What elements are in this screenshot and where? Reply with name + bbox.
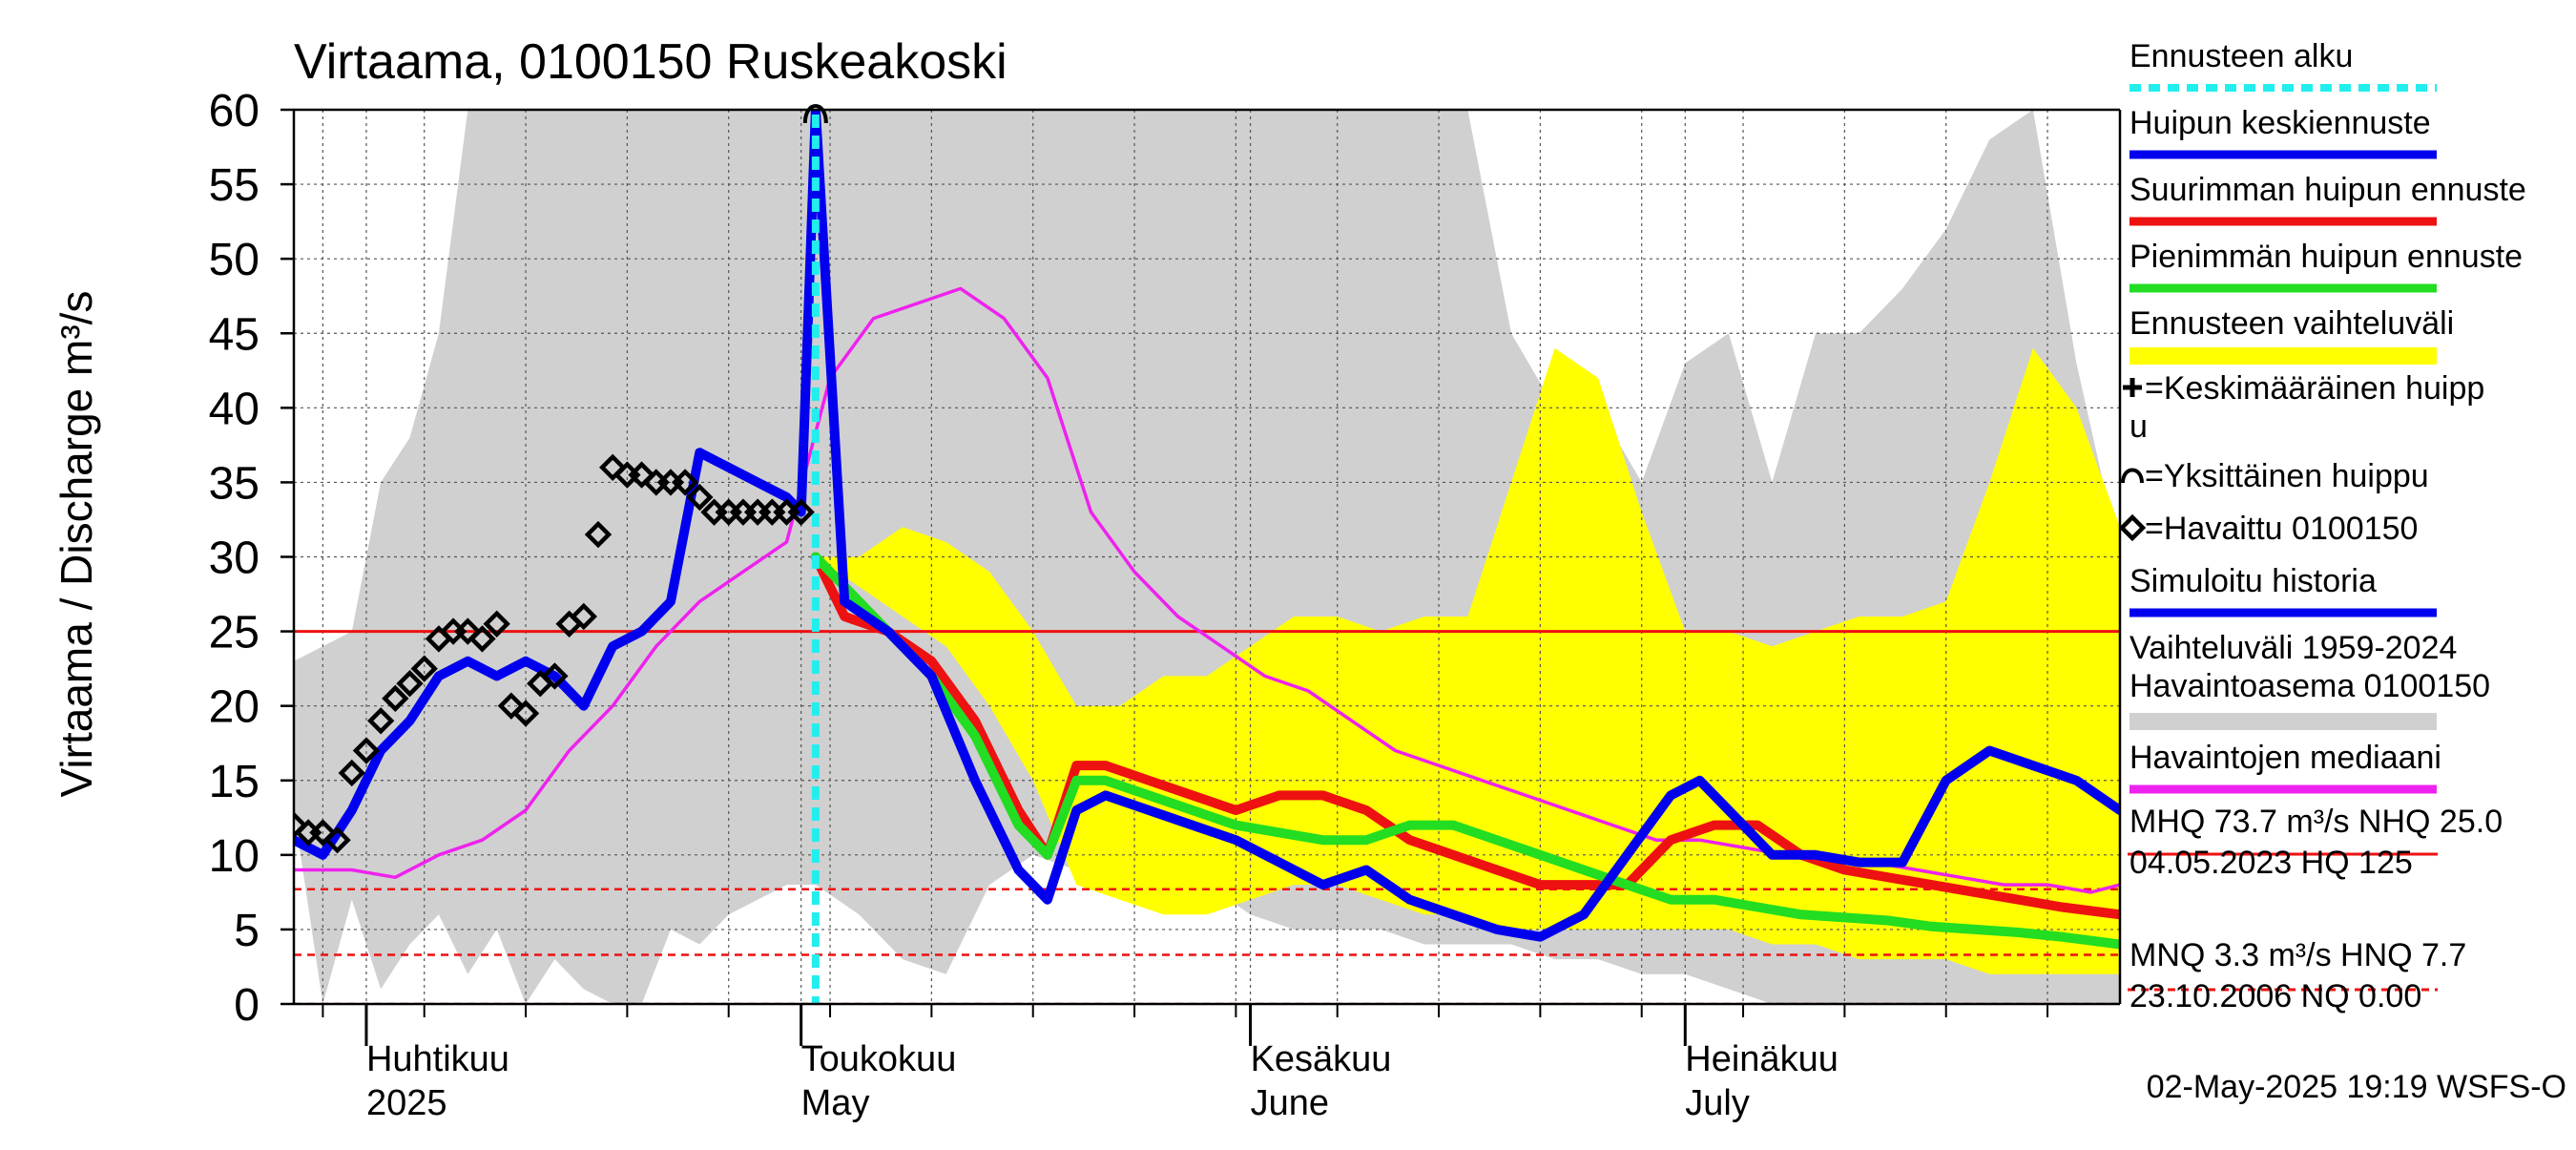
legend-item-suurimman-huipun-ennuste: Suurimman huipun ennuste [2129,172,2526,226]
observed-point [686,483,714,512]
stats-line-3: MNQ 3.3 m³/s HNQ 7.7 [2129,937,2466,973]
observed-point [628,461,655,489]
legend-label: Huipun keskiennuste [2129,105,2431,141]
legend-item-huipun-keskiennuste: Huipun keskiennuste [2129,105,2437,159]
legend-label: Ennusteen vaihteluväli [2129,305,2454,342]
chart-title: Virtaama, 0100150 Ruskeakoski [294,34,1008,90]
stats-line-4: 23.10.2006 NQ 0.00 [2129,978,2421,1014]
arch-icon [2121,468,2144,484]
legend-label: =Keskimääräinen huipp [2145,370,2484,407]
legend-item-ennusteen-alku: Ennusteen alku [2129,38,2437,92]
legend-label: Ennusteen alku [2129,38,2353,74]
x-month-label-en: 2025 [366,1083,447,1123]
legend-item-havaintojen-mediaani: Havaintojen mediaani [2129,740,2441,794]
observed-point [671,469,699,496]
observed-point [497,692,526,720]
observed-point [787,498,815,526]
legend-label: =Yksittäinen huippu [2145,458,2429,494]
legend-swatch [2129,713,2437,730]
legend-label: Suurimman huipun ennuste [2129,172,2526,208]
timestamp-footer: 02-May-2025 19:19 WSFS-O [2147,1069,2566,1105]
observed-point [366,707,395,735]
peak-marker-icon [802,104,828,124]
observed-point [454,617,482,645]
legend-item-ennusteen-vaihteluvali: Ennusteen vaihteluväli [2129,305,2454,365]
x-month-label-en: May [801,1083,870,1123]
observed-point [511,700,540,727]
legend-label: Havaintojen mediaani [2129,740,2441,776]
legend-item-simuloitu-historia: Simuloitu historia [2129,563,2437,617]
y-tick-label: 15 [209,757,260,807]
legend-label: Vaihteluväli 1959-2024 [2129,630,2457,666]
y-tick-label: 25 [209,608,260,659]
y-tick-label: 55 [209,160,260,211]
observed-point [584,520,613,549]
y-tick-label: 5 [234,906,260,956]
legend-item-keskimaarainen-huipp: =Keskimääräinen huippu [2123,370,2484,445]
legend: Ennusteen alku Huipun keskiennuste Suurimm… [2118,38,2526,794]
observed-point [483,610,510,638]
y-tick-label: 20 [209,682,260,733]
observed-point [382,684,409,713]
legend-label-cont: Havaintoasema 0100150 [2129,668,2490,704]
observed-point [541,662,569,690]
x-month-label-fi: Heinäkuu [1685,1039,1839,1079]
y-tick-label: 30 [209,533,260,584]
y-tick-label: 50 [209,235,260,285]
legend-label: =Havaittu 0100150 [2145,511,2418,547]
y-tick-label: 10 [209,831,260,882]
plot-area: 051015202530354045505560Huhtikuu2025Touk… [209,86,2122,1123]
stats-line-2: 04.05.2023 HQ 125 [2129,845,2413,881]
y-tick-label: 60 [209,86,260,136]
y-axis-label: Virtaama / Discharge m³/s [52,291,101,798]
x-month-label-fi: Kesäkuu [1251,1039,1392,1079]
plot-inner [294,110,2120,1004]
observed-point [468,625,496,653]
series-suurimman-huipun-ennuste [810,552,2120,920]
legend-item-pienimman-huipun-ennuste: Pienimmän huipun ennuste [2129,239,2523,293]
series-pienimman-huipun-ennuste [810,552,2120,950]
observed-point [294,811,308,839]
legend-label: Pienimmän huipun ennuste [2129,239,2523,275]
observed-point [410,655,438,682]
x-month-label-en: July [1685,1083,1750,1123]
observed-point [352,737,381,764]
legend-swatch [2129,347,2437,365]
legend-item-vaihteluvali-1959-2024: Vaihteluväli 1959-2024 Havaintoasema 010… [2129,630,2490,730]
legend-item-havaittu-0100150: =Havaittu 0100150 [2118,511,2418,547]
diamond-icon [2118,513,2147,542]
cross-icon [2123,378,2142,397]
observed-point [599,453,627,481]
observed-point [309,819,337,847]
x-month-label-fi: Huhtikuu [366,1039,509,1079]
observed-point [396,670,424,698]
observed-point [570,602,597,631]
observed-point [338,759,365,787]
stats-line-1: MHQ 73.7 m³/s NHQ 25.0 [2129,804,2503,840]
legend-label: Simuloitu historia [2129,563,2377,599]
legend-item-yksittainen-huippu: =Yksittäinen huippu [2121,458,2429,494]
x-month-label-en: June [1251,1083,1329,1123]
observed-point [323,826,351,854]
y-tick-label: 35 [209,458,260,509]
y-tick-label: 40 [209,384,260,434]
series-huipun-keskiennuste [810,110,2120,942]
legend-label-cont: u [2129,408,2148,445]
series-simuloitu-historia [294,110,821,860]
y-tick-label: 0 [234,980,260,1031]
x-month-label-fi: Toukokuu [801,1039,957,1079]
band-ennusteen-vaihteluvali [815,347,2120,974]
statistics-box: MHQ 73.7 m³/s NHQ 25.0 04.05.2023 HQ 125… [2128,804,2503,1014]
y-tick-label: 45 [209,309,260,360]
